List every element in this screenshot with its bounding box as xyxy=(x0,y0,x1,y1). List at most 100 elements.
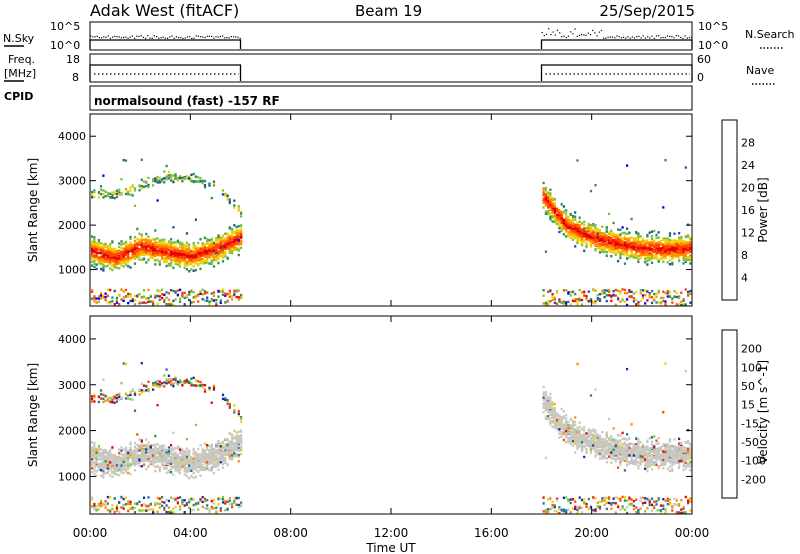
echo-cell xyxy=(201,257,204,261)
echo-cell xyxy=(190,249,193,253)
echo-cell xyxy=(179,297,182,300)
echo-cell xyxy=(161,462,164,465)
echo-cell xyxy=(118,473,121,477)
nsearch-point xyxy=(101,37,103,39)
echo-cell xyxy=(603,250,606,254)
echo-cell xyxy=(170,238,173,241)
echo-cell xyxy=(120,255,123,258)
echo-cell xyxy=(614,253,617,256)
echo-cell xyxy=(111,191,114,194)
echo-cell xyxy=(181,456,184,459)
nsky-line xyxy=(89,39,242,49)
echo-cell xyxy=(680,235,683,239)
echo-cell xyxy=(133,253,137,256)
echo-cell xyxy=(657,243,660,247)
echo-cell xyxy=(170,179,173,182)
echo-cell xyxy=(172,473,175,476)
echo-cell xyxy=(228,239,231,242)
echo-cell xyxy=(589,245,593,248)
nsearch-point xyxy=(578,34,581,36)
echo-cell xyxy=(174,250,177,253)
echo-cell xyxy=(630,252,633,255)
echo-cell xyxy=(668,245,672,249)
echo-cell xyxy=(594,243,597,246)
echo-cell xyxy=(212,244,216,247)
echo-cell xyxy=(179,262,182,265)
echo-cell xyxy=(605,228,608,231)
nsearch-point xyxy=(565,36,567,39)
echo-cell xyxy=(650,254,654,257)
echo-cell xyxy=(212,180,216,183)
echo-cell xyxy=(115,461,118,464)
echo-cell xyxy=(172,511,175,514)
echo-cell xyxy=(174,249,177,252)
echo-cell xyxy=(576,239,579,242)
echo-cell xyxy=(592,234,595,237)
echo-cell xyxy=(100,504,103,508)
echo-cell xyxy=(619,251,622,254)
echo-cell xyxy=(233,240,236,243)
echo-cell xyxy=(608,212,611,216)
echo-cell xyxy=(576,300,579,304)
echo-cell xyxy=(100,462,103,465)
echo-cell xyxy=(122,242,125,245)
echo-cell xyxy=(154,179,157,182)
echo-cell xyxy=(596,294,599,297)
echo-cell xyxy=(185,175,188,178)
echo-cell xyxy=(120,247,123,250)
echo-cell xyxy=(617,247,620,250)
echo-cell xyxy=(608,241,611,245)
echo-cell xyxy=(215,254,218,258)
echo-cell xyxy=(133,453,137,457)
echo-cell xyxy=(111,401,114,404)
echo-cell xyxy=(678,296,681,300)
echo-cell xyxy=(100,259,103,262)
echo-cell xyxy=(576,241,579,244)
echo-cell xyxy=(601,232,604,235)
echo-cell xyxy=(167,450,170,453)
echo-cell xyxy=(179,177,182,180)
echo-cell xyxy=(644,257,647,261)
echo-cell xyxy=(106,251,109,254)
nsearch-point xyxy=(224,37,226,39)
echo-cell xyxy=(129,441,132,444)
echo-cell xyxy=(673,232,676,235)
echo-cell xyxy=(610,241,613,245)
echo-cell xyxy=(165,457,168,461)
echo-cell xyxy=(668,232,672,235)
echo-cell xyxy=(176,465,179,469)
echo-cell xyxy=(621,240,624,243)
echo-cell xyxy=(122,448,125,451)
echo-cell xyxy=(578,236,581,239)
echo-cell xyxy=(682,246,685,249)
echo-cell xyxy=(569,236,572,240)
echo-cell xyxy=(120,243,123,246)
echo-cell xyxy=(551,198,554,202)
echo-cell xyxy=(131,299,134,303)
echo-cell xyxy=(623,242,626,245)
echo-cell xyxy=(133,242,137,245)
nsearch-point xyxy=(614,37,616,39)
echo-cell xyxy=(109,458,112,461)
echo-cell xyxy=(587,290,590,293)
echo-cell xyxy=(156,178,159,182)
echo-cell xyxy=(113,397,116,400)
echo-cell xyxy=(544,189,547,193)
echo-cell xyxy=(183,450,186,453)
echo-cell xyxy=(183,465,186,468)
echo-cell xyxy=(235,240,238,243)
echo-cell xyxy=(181,448,184,451)
echo-cell xyxy=(129,463,132,466)
nave-label: Nave xyxy=(746,64,774,77)
nsearch-point xyxy=(123,36,125,39)
echo-cell xyxy=(689,256,692,259)
echo-cell xyxy=(185,471,188,474)
echo-cell xyxy=(172,259,175,263)
echo-cell xyxy=(172,497,175,500)
echo-cell xyxy=(163,374,166,377)
echo-cell xyxy=(97,445,100,448)
echo-cell xyxy=(97,196,100,199)
echo-cell xyxy=(637,301,640,304)
echo-cell xyxy=(206,261,209,264)
echo-cell xyxy=(136,453,139,456)
